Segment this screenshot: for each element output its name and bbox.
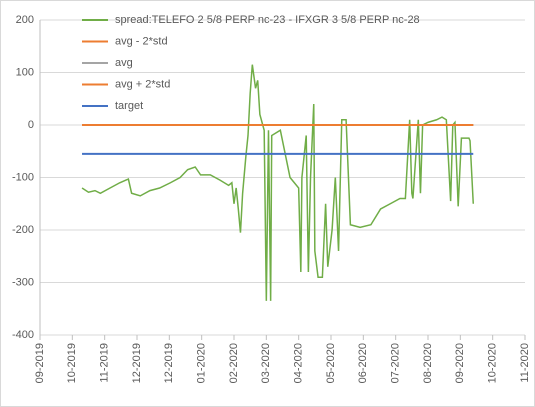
x-tick-label: 05-2020 [325, 343, 337, 383]
y-tick-label: -100 [12, 171, 34, 183]
series-line [81, 64, 475, 301]
x-tick-label: 09-2019 [34, 343, 46, 383]
x-tick-label: 01-2020 [196, 343, 208, 383]
y-tick-label: 0 [28, 119, 34, 131]
x-tick-label: 08-2020 [422, 343, 434, 383]
x-tick-label: 12-2019 [163, 343, 175, 383]
legend-label: target [115, 100, 143, 112]
y-tick-label: 100 [16, 66, 34, 78]
x-tick-label: 07-2020 [390, 343, 402, 383]
y-tick-label: -200 [12, 224, 34, 236]
x-tick-label: 03-2020 [260, 343, 272, 383]
legend-label: avg + 2*std [115, 78, 170, 90]
x-tick-label: 02-2020 [228, 343, 240, 383]
x-tick-label: 09-2020 [454, 343, 466, 383]
legend-label: avg - 2*std [115, 35, 168, 47]
x-tick-label: 04-2020 [293, 343, 305, 383]
legend-label: spread:TELEFO 2 5/8 PERP nc-23 - IFXGR 3… [115, 14, 420, 26]
x-tick-label: 10-2019 [66, 343, 78, 383]
legend-label: avg [115, 57, 133, 69]
x-tick-label: 11-2020 [519, 343, 531, 383]
x-tick-label: 06-2020 [357, 343, 369, 383]
y-tick-label: 200 [16, 14, 34, 26]
x-tick-label: 12-2019 [131, 343, 143, 383]
y-tick-label: -400 [12, 329, 34, 341]
x-tick-label: 11-2019 [99, 343, 111, 383]
x-tick-label: 10-2020 [487, 343, 499, 383]
y-tick-label: -300 [12, 276, 34, 288]
